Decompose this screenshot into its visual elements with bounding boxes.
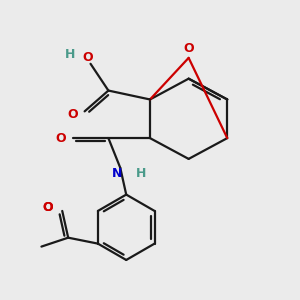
Text: O: O [82,51,93,64]
Text: H: H [136,167,146,180]
Text: O: O [42,202,53,214]
Text: N: N [112,167,122,180]
Text: O: O [183,42,194,56]
Text: O: O [56,132,66,145]
Text: O: O [42,202,53,214]
Text: O: O [68,108,78,121]
Text: H: H [64,48,75,62]
